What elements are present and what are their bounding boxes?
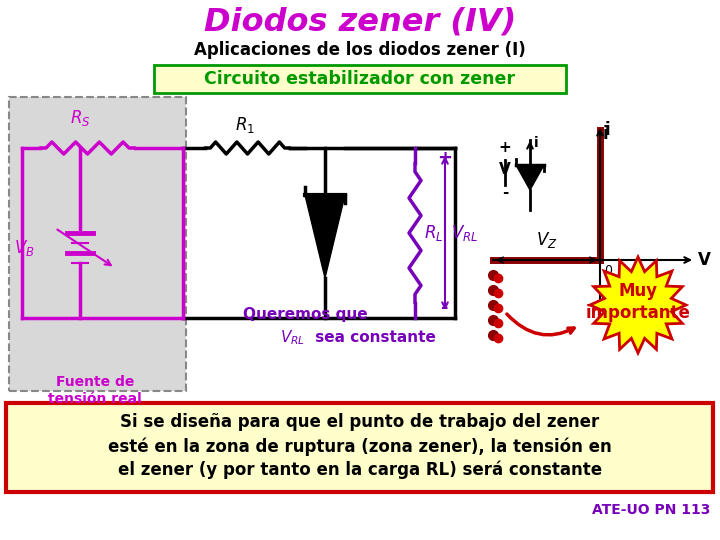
Text: +: + [499,140,511,156]
Text: V: V [499,163,511,178]
Text: -: - [502,185,508,199]
FancyBboxPatch shape [6,403,713,492]
Text: i: i [603,125,608,143]
Text: $V_{RL}$: $V_{RL}$ [451,223,478,243]
Text: Si se diseña para que el punto de trabajo del zener: Si se diseña para que el punto de trabaj… [120,413,600,431]
Polygon shape [516,165,544,190]
Text: $V_Z$: $V_Z$ [536,230,557,250]
Text: 0: 0 [604,264,612,277]
Text: Aplicaciones de los diodos zener (I): Aplicaciones de los diodos zener (I) [194,41,526,59]
FancyBboxPatch shape [154,65,566,93]
Text: $R_S$: $R_S$ [70,108,90,128]
Text: sea constante: sea constante [310,330,436,346]
Text: el zener (y por tanto en la carga RL) será constante: el zener (y por tanto en la carga RL) se… [118,461,602,480]
Text: Fuente de
tensión real: Fuente de tensión real [48,375,142,406]
Text: V: V [698,251,711,269]
Text: $V_{RL}$: $V_{RL}$ [280,329,305,347]
Text: -: - [441,299,449,317]
Text: Queremos que: Queremos que [243,307,367,322]
Text: $V_B$: $V_B$ [14,238,35,258]
Text: i: i [534,136,539,150]
Text: $R_1$: $R_1$ [235,115,255,135]
Polygon shape [590,257,686,353]
Polygon shape [305,195,345,278]
Text: esté en la zona de ruptura (zona zener), la tensión en: esté en la zona de ruptura (zona zener),… [108,438,612,456]
Text: $R_L$: $R_L$ [424,223,444,243]
Text: Diodos zener (IV): Diodos zener (IV) [204,6,516,37]
Text: +: + [438,149,452,167]
Text: ATE-UO PN 113: ATE-UO PN 113 [592,503,710,517]
Text: i: i [605,121,611,139]
Text: Circuito estabilizador con zener: Circuito estabilizador con zener [204,70,516,88]
Text: Muy
importante: Muy importante [585,282,690,322]
FancyBboxPatch shape [9,97,186,391]
